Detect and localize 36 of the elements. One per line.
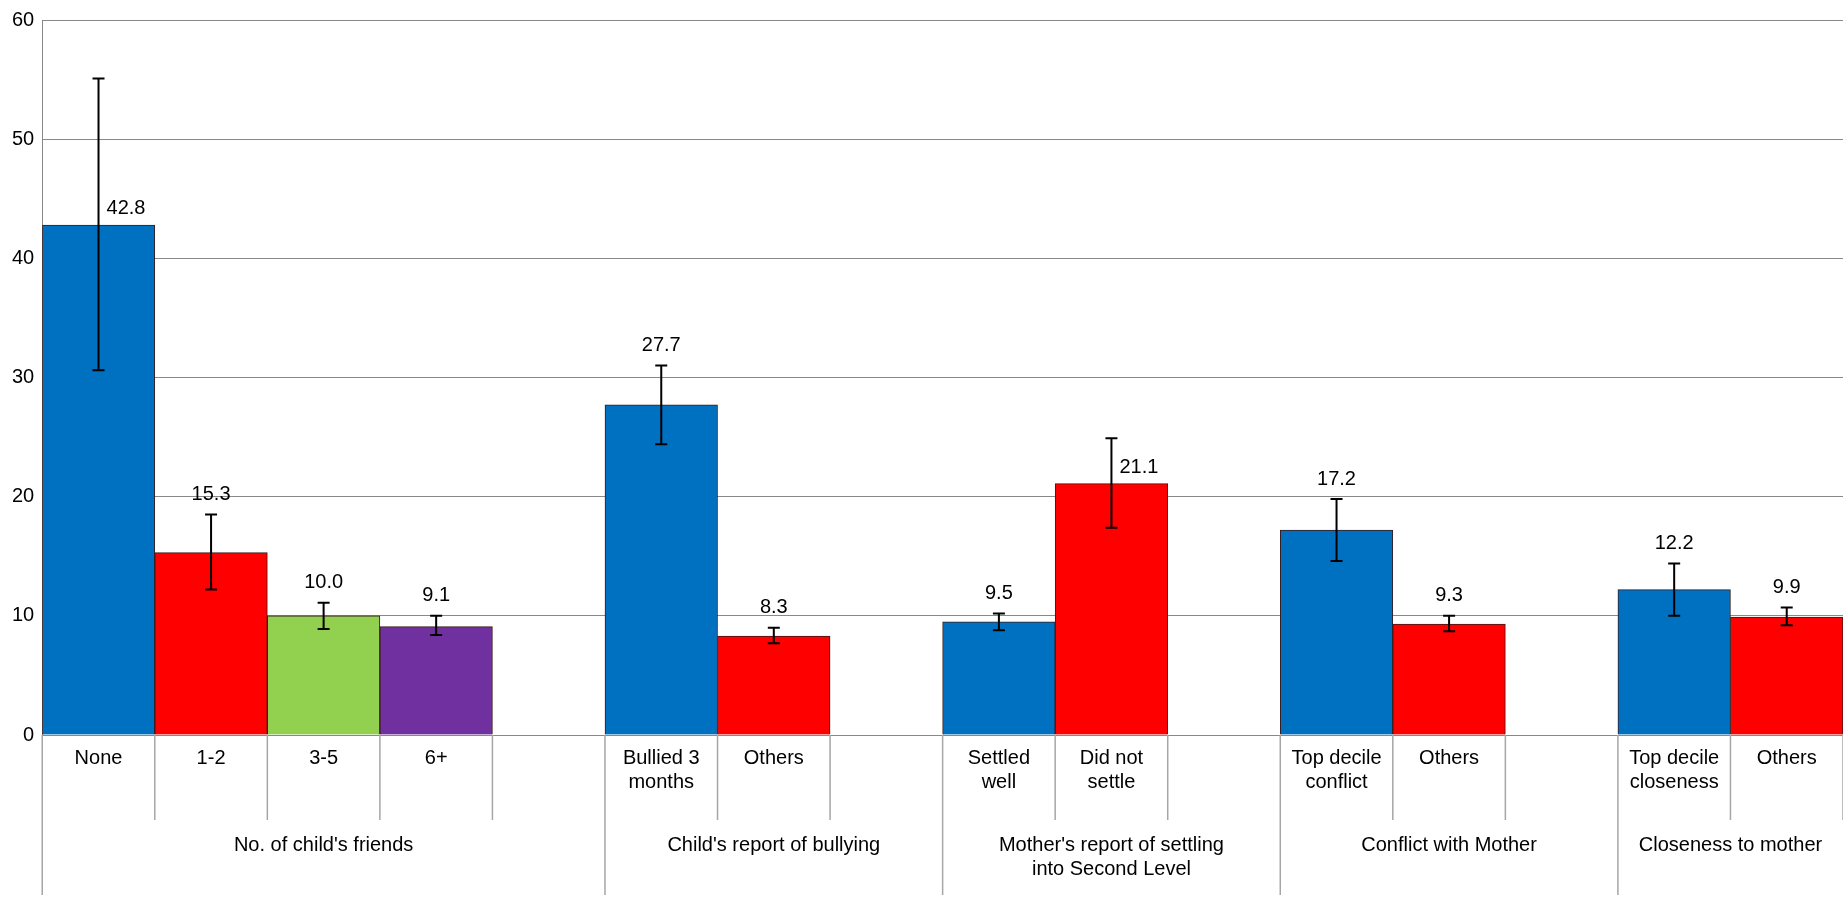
data-label: 9.1 (422, 583, 451, 606)
text: Closeness to mother (1638, 832, 1823, 855)
data-label: 9.9 (1772, 575, 1801, 598)
x-tick-label: 3-5 (309, 745, 339, 768)
x-tick-label: Bullied 3 months (622, 745, 700, 792)
y-tick-label: 60 (12, 7, 35, 30)
x-tick-label: Others (1419, 745, 1480, 768)
y-tick-label: 20 (12, 484, 35, 507)
data-label: 8.3 (759, 595, 788, 618)
data-label: 21.1 (1119, 455, 1159, 478)
data-label: 27.7 (641, 333, 681, 356)
x-tick-label: Top decile conflict (1291, 745, 1382, 792)
text: No. of child's friends (233, 832, 414, 855)
data-label: 12.2 (1654, 530, 1694, 553)
x-tick-label: Top decile closeness (1629, 745, 1720, 792)
text: Conflict with Mother (1361, 832, 1538, 855)
x-tick-label: Did not settle (1079, 745, 1144, 792)
y-tick-label: 50 (12, 126, 35, 149)
text: Mother's report of settling into Second Level (998, 832, 1224, 879)
y-tick-label: 40 (12, 245, 35, 268)
data-label: 15.3 (191, 482, 231, 505)
y-tick-label: 0 (23, 722, 35, 745)
data-label: 42.8 (106, 196, 146, 219)
x-tick-label: 6+ (424, 745, 448, 768)
data-label: 9.3 (1435, 583, 1463, 606)
x-tick-label: 1-2 (196, 745, 226, 768)
y-tick-label: 10 (12, 603, 35, 626)
y-tick-label: 30 (12, 365, 35, 388)
data-label: 10.0 (304, 570, 344, 593)
data-label: 17.2 (1317, 466, 1357, 489)
x-tick-label: Others (743, 745, 804, 768)
text: Child's report of bullying (667, 832, 881, 855)
x-tick-label: None (74, 745, 123, 768)
x-tick-label: Settled well (967, 745, 1031, 792)
x-tick-label: Others (1756, 745, 1817, 768)
data-label: 9.5 (984, 580, 1013, 603)
